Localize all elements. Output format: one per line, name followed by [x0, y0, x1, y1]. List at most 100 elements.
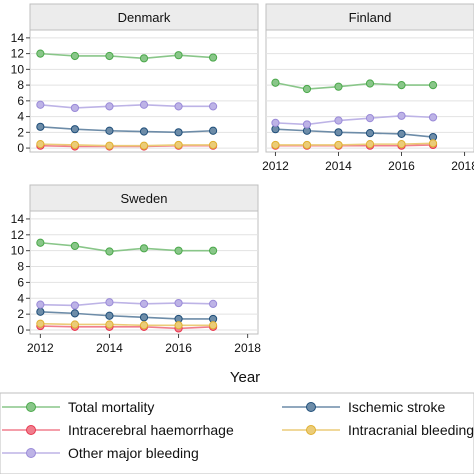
data-point-intracranial_bleeding	[208, 140, 218, 150]
data-point-total_mortality	[105, 51, 114, 61]
x-tick-label: 2012	[27, 341, 54, 355]
x-tick-label: 2018	[451, 159, 474, 173]
data-point-intracranial_bleeding	[70, 140, 80, 150]
data-point-intracranial_bleeding	[428, 139, 438, 148]
data-point-other_major_bleeding	[36, 300, 45, 309]
data-point-other_major_bleeding	[428, 113, 438, 122]
data-point-ischemic_stroke	[70, 309, 80, 318]
series-line-intracranial_bleeding	[40, 143, 214, 147]
y-tick-label: 4	[17, 291, 24, 305]
y-tick-label: 6	[17, 275, 24, 289]
y-tick-label: 10	[11, 244, 25, 258]
data-point-ischemic_stroke	[36, 122, 45, 131]
data-point-intracranial_bleeding	[302, 140, 312, 150]
data-point-total_mortality	[334, 82, 343, 91]
x-axis-title: Year	[230, 369, 260, 386]
data-point-ischemic_stroke	[139, 127, 149, 136]
data-point-other_major_bleeding	[139, 299, 149, 308]
y-tick-label: 12	[11, 47, 25, 61]
data-point-other_major_bleeding	[302, 120, 312, 129]
data-point-intracranial_bleeding	[365, 140, 375, 149]
data-point-total_mortality	[174, 246, 183, 255]
data-point-other_major_bleeding	[397, 111, 406, 120]
data-point-other_major_bleeding	[105, 298, 114, 307]
data-point-other_major_bleeding	[208, 299, 218, 308]
series-line-intracerebral_haemorrhage	[40, 325, 214, 330]
data-point-ischemic_stroke	[208, 126, 218, 135]
y-tick-label: 4	[17, 110, 24, 124]
series-line-ischemic_stroke	[40, 126, 214, 134]
data-point-other_major_bleeding	[174, 102, 183, 111]
y-tick-label: 10	[11, 62, 25, 76]
y-tick-label: 0	[17, 323, 24, 337]
data-point-total_mortality	[208, 53, 218, 62]
data-point-other_major_bleeding	[70, 103, 80, 113]
data-point-total_mortality	[302, 84, 312, 94]
legend-label: Ischemic stroke	[348, 399, 445, 415]
x-tick-label: 2018	[234, 341, 261, 355]
data-point-ischemic_stroke	[334, 128, 343, 137]
series-line-total_mortality	[275, 81, 434, 90]
y-tick-label: 2	[17, 307, 24, 321]
series-line-other_major_bleeding	[275, 114, 434, 126]
data-point-total_mortality	[139, 54, 149, 63]
data-point-total_mortality	[428, 80, 438, 90]
legend-marker-intracerebral_haemorrhage	[26, 425, 36, 435]
panel-title: Finland	[349, 10, 392, 25]
data-point-ischemic_stroke	[36, 307, 45, 316]
data-point-ischemic_stroke	[174, 128, 183, 137]
series-line-total_mortality	[40, 52, 214, 60]
data-point-intracranial_bleeding	[208, 321, 218, 330]
data-point-other_major_bleeding	[139, 100, 149, 109]
data-point-total_mortality	[208, 246, 218, 255]
panel-title: Sweden	[121, 191, 168, 206]
data-point-total_mortality	[365, 79, 375, 88]
data-point-ischemic_stroke	[397, 129, 406, 138]
legend-label: Total mortality	[68, 399, 154, 415]
data-point-ischemic_stroke	[139, 313, 149, 322]
y-tick-label: 8	[17, 78, 24, 92]
legend-box	[0, 392, 474, 474]
data-point-total_mortality	[174, 51, 183, 60]
panel-header	[29, 3, 259, 31]
x-tick-label: 2014	[96, 341, 123, 355]
series-line-ischemic_stroke	[40, 310, 214, 320]
y-tick-label: 14	[11, 31, 25, 45]
data-point-total_mortality	[36, 49, 45, 58]
legend-label: Intracranial bleeding	[348, 422, 474, 438]
legend-marker-total_mortality	[26, 402, 36, 412]
x-tick-label: 2014	[325, 159, 352, 173]
data-point-other_major_bleeding	[271, 118, 280, 127]
data-point-total_mortality	[139, 244, 149, 253]
data-point-ischemic_stroke	[365, 129, 375, 138]
data-point-intracranial_bleeding	[36, 319, 45, 328]
data-point-intracranial_bleeding	[139, 321, 149, 330]
data-point-intracranial_bleeding	[334, 140, 343, 150]
series-line-intracranial_bleeding	[275, 142, 434, 146]
data-point-intracranial_bleeding	[105, 320, 114, 329]
data-point-other_major_bleeding	[105, 102, 114, 111]
data-point-intracranial_bleeding	[174, 140, 183, 150]
data-point-intracranial_bleeding	[105, 141, 114, 150]
data-point-other_major_bleeding	[334, 116, 343, 125]
panel-header	[265, 3, 474, 31]
data-point-intracranial_bleeding	[397, 140, 406, 149]
y-tick-label: 14	[11, 212, 25, 226]
data-point-intracranial_bleeding	[271, 140, 280, 150]
data-point-intracranial_bleeding	[70, 320, 80, 329]
x-tick-label: 2016	[388, 159, 415, 173]
y-tick-label: 6	[17, 94, 24, 108]
data-point-other_major_bleeding	[174, 298, 183, 308]
legend-marker-ischemic_stroke	[306, 402, 316, 412]
data-point-total_mortality	[70, 241, 80, 251]
panel-title: Denmark	[118, 10, 171, 25]
legend-label: Other major bleeding	[68, 445, 199, 461]
data-point-ischemic_stroke	[105, 311, 114, 320]
x-tick-label: 2012	[262, 159, 289, 173]
data-point-total_mortality	[105, 247, 114, 256]
data-point-ischemic_stroke	[105, 126, 114, 135]
data-point-total_mortality	[397, 80, 406, 90]
series-line-total_mortality	[40, 241, 214, 253]
series-line-intracranial_bleeding	[40, 322, 214, 327]
